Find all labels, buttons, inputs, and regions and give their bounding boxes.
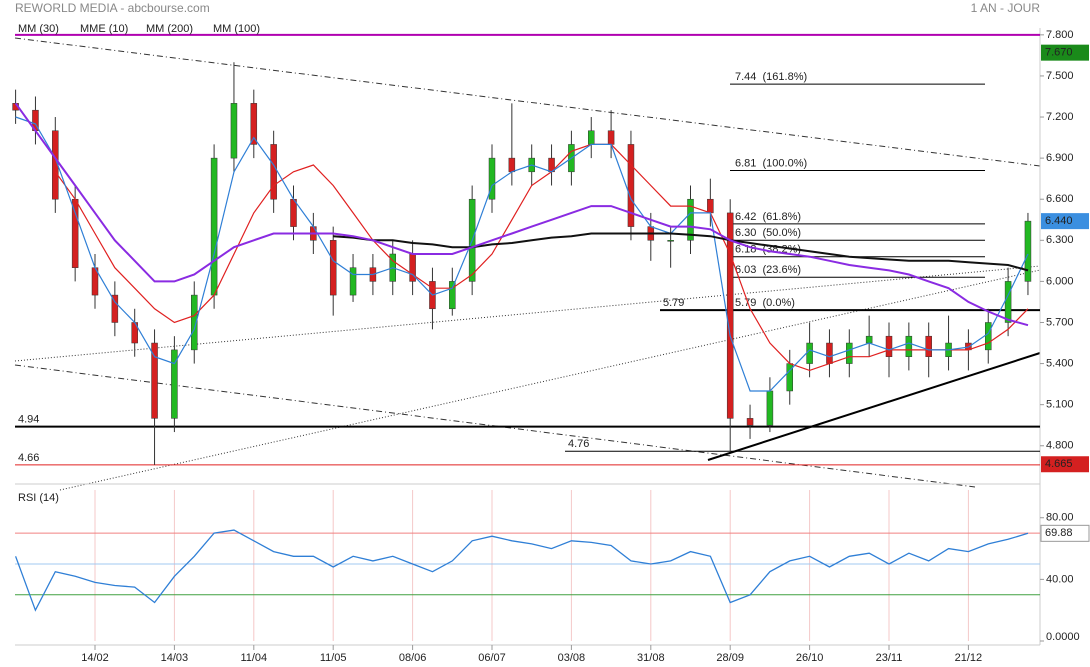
candle-body	[925, 335, 932, 357]
x-tick-label: 03/08	[558, 652, 586, 664]
candle-body	[230, 103, 238, 159]
legend-entry: MM (200)	[146, 23, 193, 35]
candle-body	[270, 144, 277, 200]
candle-body	[111, 294, 119, 323]
y-tick-label: 5.700	[1046, 316, 1074, 328]
legend-entry: MM (30)	[18, 23, 59, 35]
x-tick-label: 26/10	[796, 652, 824, 664]
legend-entry: MME (10)	[80, 23, 128, 35]
price-badge-label: 4.665	[1045, 458, 1073, 470]
candle-body	[449, 281, 456, 310]
price-badge	[1041, 456, 1089, 473]
x-tick-label: 23/11	[876, 652, 903, 664]
candle-body	[667, 240, 674, 242]
rsi-label: RSI (14)	[18, 492, 59, 504]
candle-body	[806, 342, 813, 364]
ma-line	[54, 143, 1029, 372]
ma-line	[14, 102, 1029, 327]
ma-line	[15, 116, 1029, 392]
candle-body	[250, 103, 258, 145]
candle-body	[290, 198, 297, 227]
candle-body	[151, 342, 158, 419]
y-tick-label: 80.00	[1046, 512, 1074, 524]
y-tick-label: 5.100	[1046, 399, 1074, 411]
y-tick-label: 6.600	[1046, 193, 1074, 205]
level-label: 5.79	[663, 297, 684, 309]
level-label: 4.76	[568, 438, 589, 450]
x-tick-label: 28/09	[716, 652, 744, 664]
candle-body	[1004, 281, 1012, 323]
fib-label: 6.03 (23.6%)	[735, 264, 801, 276]
candle-body	[349, 267, 357, 296]
legend-entry: MM (100)	[213, 23, 260, 35]
fib-label: 5.79 (0.0%)	[735, 297, 795, 309]
price-badge-label: 7.670	[1045, 47, 1073, 59]
candle-body	[846, 342, 853, 364]
price-badge	[1041, 213, 1089, 230]
candle-body	[1024, 220, 1032, 282]
ma-line	[333, 232, 1029, 272]
candle-body	[71, 198, 79, 268]
candle-body	[726, 212, 734, 419]
y-tick-label: 0.0000	[1046, 631, 1080, 643]
y-tick-label: 40.00	[1046, 573, 1074, 585]
x-tick-label: 08/06	[399, 652, 427, 664]
candle-body	[746, 418, 754, 426]
fib-label: 6.42 (61.8%)	[735, 211, 801, 223]
price-badge	[1041, 44, 1089, 61]
x-tick-label: 14/02	[81, 652, 109, 664]
candle-body	[508, 157, 516, 173]
candle-body	[985, 322, 992, 351]
candle-body	[885, 335, 893, 357]
y-tick-label: 7.800	[1046, 29, 1074, 41]
y-tick-label: 4.800	[1046, 440, 1074, 452]
x-tick-label: 14/03	[161, 652, 189, 664]
chart-title: REWORLD MEDIA - abcbourse.com	[15, 1, 210, 15]
candle-body	[588, 130, 595, 145]
candle-body	[171, 349, 178, 419]
candle-body	[191, 294, 198, 351]
rsi-badge	[1040, 524, 1090, 542]
candle-body	[329, 240, 337, 296]
candle-body	[627, 144, 635, 227]
fib-label: 6.30 (50.0%)	[735, 227, 801, 239]
fib-label: 6.81 (100.0%)	[735, 157, 807, 169]
x-tick-label: 11/05	[320, 652, 347, 664]
candle-body	[905, 335, 913, 357]
y-tick-label: 7.500	[1046, 70, 1074, 82]
candle-body	[687, 198, 694, 241]
rsi-line	[14, 529, 1029, 612]
fib-label: 7.44 (161.8%)	[735, 71, 807, 83]
level-label: 4.94	[18, 413, 39, 425]
candle-body	[210, 157, 218, 296]
rsi-badge-label: 69.88	[1045, 527, 1073, 539]
y-tick-label: 6.000	[1046, 275, 1074, 287]
level-label: 4.66	[18, 452, 39, 464]
candle-body	[865, 335, 873, 344]
price-badge-label: 6.440	[1045, 215, 1073, 227]
candle-body	[826, 342, 833, 364]
x-tick-label: 11/04	[240, 652, 267, 664]
x-tick-label: 31/08	[637, 652, 665, 664]
candle-body	[607, 130, 615, 145]
y-tick-label: 6.900	[1046, 152, 1074, 164]
candle-body	[766, 390, 774, 426]
candle-body	[707, 198, 714, 214]
x-tick-label: 21/12	[955, 652, 983, 664]
y-tick-label: 5.400	[1046, 357, 1074, 369]
candle-body	[488, 157, 496, 200]
period: 1 AN - JOUR	[971, 1, 1041, 15]
x-tick-label: 06/07	[478, 652, 506, 664]
y-tick-label: 6.300	[1046, 234, 1074, 246]
y-tick-label: 7.200	[1046, 111, 1074, 123]
